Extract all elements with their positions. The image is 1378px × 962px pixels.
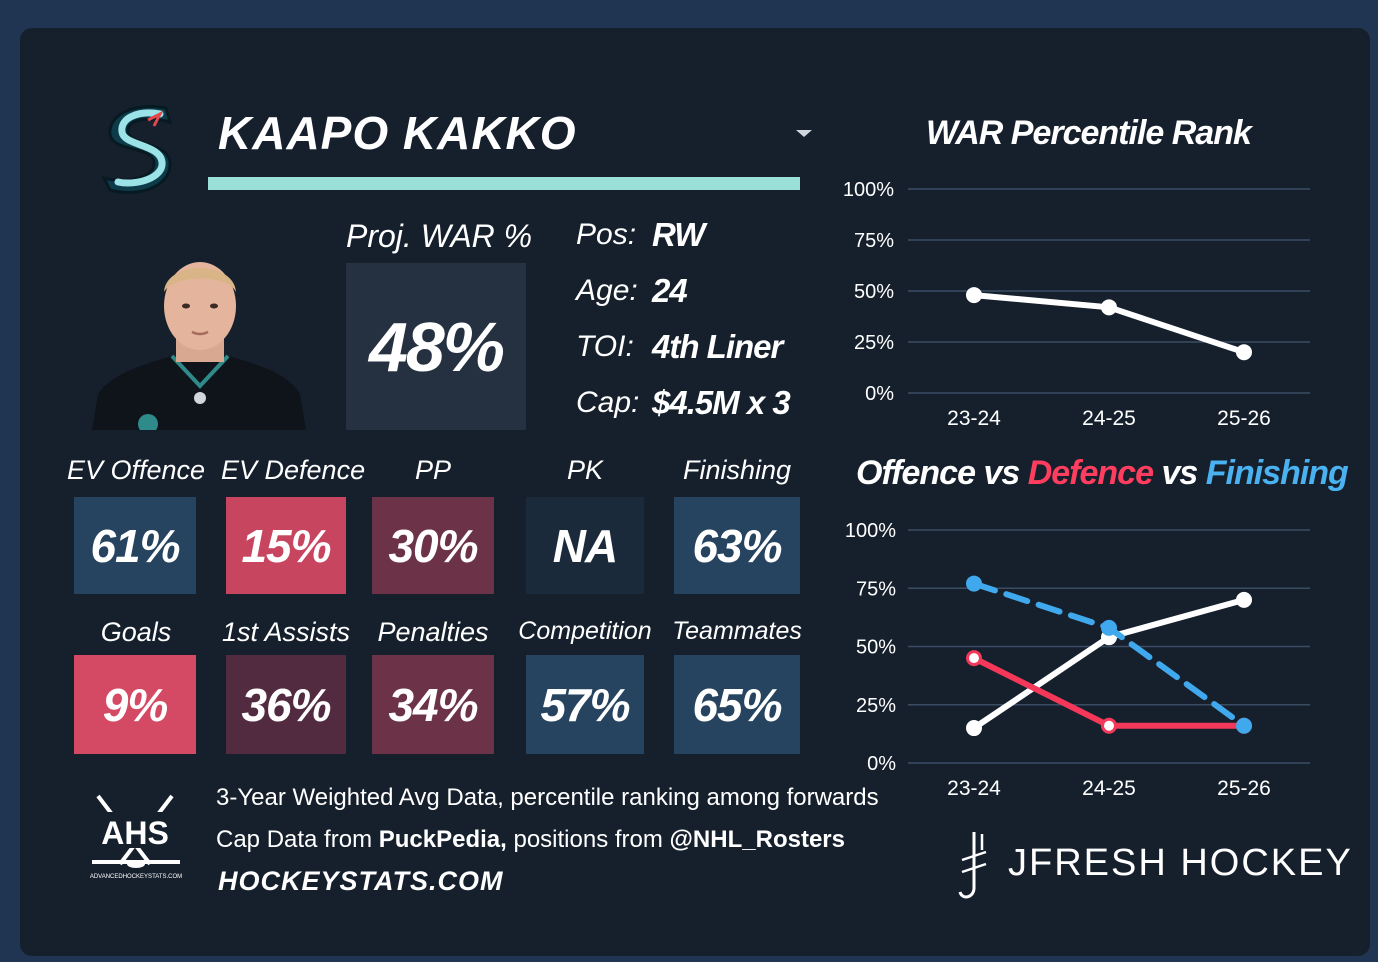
chart2-y-tick: 0% [867, 753, 896, 775]
chart2-title-offence: Offence [856, 454, 976, 492]
puckpedia-link[interactable]: PuckPedia, [378, 826, 507, 853]
player-photo [92, 262, 306, 430]
stat-label-pp: PP [414, 455, 452, 485]
footer-line-2: Cap Data from PuckPedia, positions from … [216, 826, 845, 854]
chart2-y-tick: 50% [856, 637, 896, 659]
chart2-x-tick: 24-25 [1082, 777, 1136, 800]
chart2-title: Offence vs Defence vs Finishing [856, 454, 1349, 493]
stat-value-competition: 57% [540, 678, 630, 731]
chart1-point-series [1101, 299, 1117, 316]
chart2-x-tick: 23-24 [947, 777, 1001, 800]
stat-label-ev-defence: EV Defence [221, 455, 366, 485]
ahs-small-text: ADVANCEDHOCKEYSTATS.COM [90, 874, 182, 880]
offence-defence-finishing-chart: 100% 75% 50% 25% 0% 23-24 24-25 25-26 [845, 520, 1310, 800]
war-percentile-chart: 100% 75% 50% 25% 0% 23-24 24-25 25-26 [843, 179, 1310, 430]
chart2-title-vs-1: vs [983, 454, 1020, 492]
player-name: KAAPO KAKKO [218, 107, 577, 159]
chart2-point-offence [1236, 591, 1252, 608]
info-value-cap: $4.5M x 3 [652, 384, 791, 421]
chart2-y-tick: 25% [856, 695, 896, 717]
stat-box-penalties: 34% [372, 655, 494, 754]
stat-value-penalties: 34% [388, 678, 478, 731]
stat-label-goals: Goals [100, 617, 172, 647]
chart2-line-defence [971, 655, 1247, 729]
stat-label-pk: PK [566, 455, 604, 485]
stat-value-goals: 9% [102, 678, 168, 731]
war-label: Proj. WAR % [346, 218, 533, 254]
chart2-y-tick: 75% [856, 578, 896, 600]
info-value-pos: RW [652, 216, 705, 253]
name-underline [208, 177, 800, 190]
chart2-x-tick: 25-26 [1217, 777, 1271, 800]
stat-value-first-assists: 36% [241, 678, 331, 731]
chart2-y-tick: 100% [845, 520, 896, 542]
stat-label-penalties: Penalties [377, 617, 489, 647]
stat-label-finishing: Finishing [682, 455, 792, 485]
chart1-y-tick: 100% [843, 179, 894, 201]
chart1-y-tick: 0% [865, 383, 894, 405]
nhl-rosters-link[interactable]: @NHL_Rosters [669, 826, 845, 853]
chevron-down-icon[interactable] [796, 130, 812, 137]
stat-box-ev-defence: 15% [226, 497, 346, 594]
stat-label-ev-offence: EV Offence [66, 455, 206, 485]
chart1-x-tick: 25-26 [1217, 407, 1271, 430]
stat-label-teammates: Teammates [672, 617, 802, 645]
chart2-line-offence [971, 596, 1247, 732]
chart1-title: WAR Percentile Rank [926, 114, 1252, 152]
stat-value-finishing: 63% [692, 519, 782, 572]
stat-box-teammates: 65% [674, 655, 800, 754]
info-value-age: 24 [652, 272, 688, 309]
info-key-age: Age: [576, 274, 638, 307]
chart1-x-tick: 24-25 [1082, 407, 1136, 430]
chart2-title-finishing: Finishing [1205, 454, 1349, 492]
stat-label-first-assists: 1st Assists [221, 617, 351, 647]
war-box: 48% [346, 263, 526, 430]
footer-line-2-c: positions from [506, 826, 670, 853]
stat-box-ev-offence: 61% [74, 497, 196, 594]
chart2-point-finishing [1101, 619, 1117, 636]
stat-box-first-assists: 36% [226, 655, 346, 754]
info-key-toi: TOI: [576, 330, 634, 363]
site-link[interactable]: HOCKEYSTATS.COM [218, 866, 504, 896]
chart1-point-series [966, 287, 982, 304]
stat-box-goals: 9% [74, 655, 196, 754]
stat-box-competition: 57% [526, 655, 644, 754]
chart1-y-tick: 50% [854, 281, 894, 303]
team-logo [101, 104, 173, 194]
info-value-toi: 4th Liner [652, 328, 783, 365]
stat-value-pp: 30% [388, 519, 478, 572]
stat-box-pp: 30% [372, 497, 494, 594]
stat-box-pk: NA [526, 497, 644, 594]
stat-value-teammates: 65% [692, 678, 782, 731]
ahs-logo: AHS ADVANCEDHOCKEYSTATS.COM [90, 794, 182, 880]
stat-value-ev-defence: 15% [241, 519, 331, 572]
footer-line-2-a: Cap Data from [216, 826, 379, 853]
chart2-point-defence [966, 650, 982, 667]
chart2-point-offence [966, 720, 982, 737]
chart1-x-tick: 23-24 [947, 407, 1001, 430]
chart1-point-series [1236, 344, 1252, 361]
chart2-title-defence: Defence [1027, 454, 1154, 492]
stat-value-ev-offence: 61% [90, 519, 180, 572]
chart2-title-vs-2: vs [1161, 454, 1198, 492]
info-key-pos: Pos: [576, 218, 637, 251]
info-key-cap: Cap: [576, 386, 640, 419]
chart2-point-defence [1101, 717, 1117, 734]
war-value: 48% [368, 307, 505, 386]
chart2-point-finishing [966, 575, 982, 592]
footer-line-1: 3-Year Weighted Avg Data, percentile ran… [216, 784, 879, 811]
chart1-y-tick: 25% [854, 332, 894, 354]
ahs-logo-text: AHS [101, 815, 169, 851]
chart2-point-finishing [1236, 717, 1252, 734]
stat-value-pk: NA [552, 519, 618, 572]
brand-name: JFRESH HOCKEY [1008, 842, 1353, 884]
chart1-y-tick: 75% [854, 230, 894, 252]
stat-label-competition: Competition [518, 617, 652, 645]
jfresh-logo-icon [958, 832, 987, 899]
stat-box-finishing: 63% [674, 497, 800, 594]
